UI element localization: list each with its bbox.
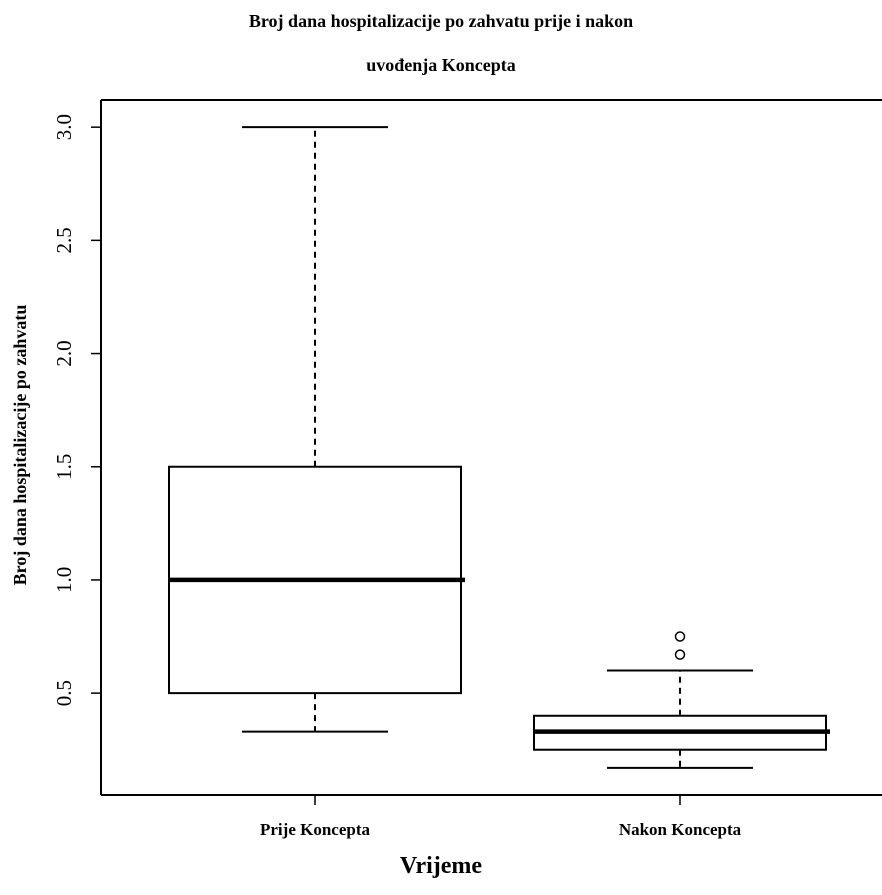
outlier-point	[674, 631, 686, 642]
y-axis-label: Broj dana hospitalizacije po zahvatu	[10, 304, 30, 586]
x-tick-label: Nakon Koncepta	[619, 820, 742, 839]
y-tick-label: 0.5	[52, 680, 76, 706]
y-tick-label: 2.5	[52, 227, 76, 253]
chart-title-line-2: uvođenja Koncepta	[366, 55, 516, 75]
y-tick-label: 2.0	[52, 340, 76, 366]
x-axis-label: Vrijeme	[399, 853, 483, 879]
y-tick-label: 1.0	[52, 567, 76, 593]
y-tick-label: 3.0	[52, 114, 76, 140]
outlier-point	[674, 649, 686, 660]
chart-title-line-1: Broj dana hospitalizacije po zahvatu pri…	[248, 11, 634, 31]
x-tick-label: Prije Koncepta	[260, 820, 370, 839]
y-tick-label: 1.5	[52, 454, 76, 480]
